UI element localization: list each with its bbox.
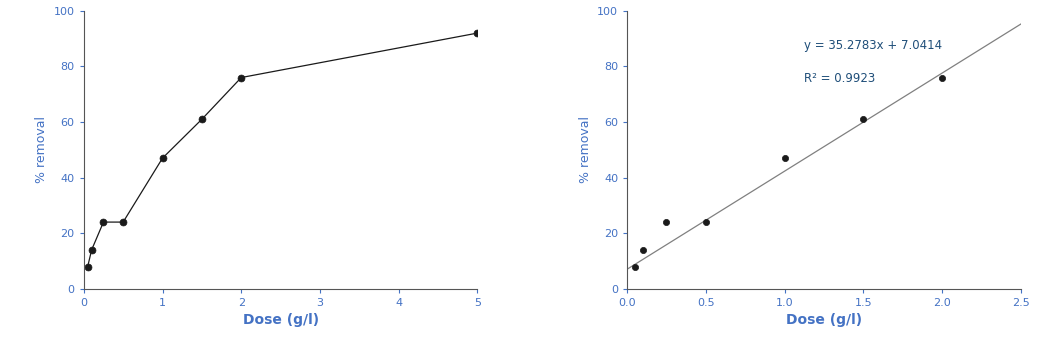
X-axis label: Dose (g/l): Dose (g/l) [243,313,318,327]
Point [776,155,793,161]
Point [934,75,951,81]
Point [697,219,714,225]
Y-axis label: % removal: % removal [36,116,48,183]
Text: y = 35.2783x + 7.0414: y = 35.2783x + 7.0414 [804,39,942,52]
X-axis label: Dose (g/l): Dose (g/l) [786,313,862,327]
Point [626,264,643,269]
Text: R² = 0.9923: R² = 0.9923 [804,72,875,85]
Point [634,247,651,253]
Point [855,116,872,122]
Point [659,219,675,225]
Y-axis label: % removal: % removal [579,116,592,183]
